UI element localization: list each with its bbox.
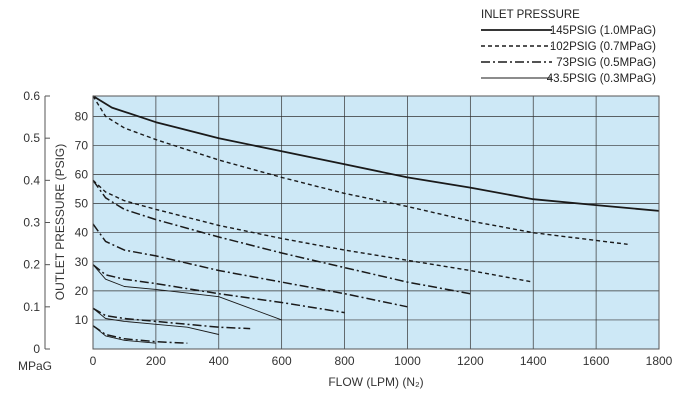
plot-frame [92, 95, 660, 350]
x-tick-label: 600 [272, 354, 292, 368]
mpag-axis: 0 0.1 0.2 0.3 0.4 0.5 0.6 [23, 89, 50, 356]
series-line [92, 264, 282, 321]
series-line [92, 264, 345, 314]
x-tick-label: 800 [335, 354, 355, 368]
y-axis-label: OUTLET PRESSURE (PSIG) [53, 144, 67, 300]
x-tick-label: 1800 [646, 354, 673, 368]
legend-entry: 43.5PSIG (0.3MPaG) [547, 73, 656, 85]
series-line [92, 325, 188, 344]
y-tick-label: 50 [75, 197, 89, 211]
legend-entry: 73PSIG (0.5MPaG) [556, 57, 656, 69]
mpag-tick-label: 0.4 [23, 173, 40, 187]
series-line [92, 325, 156, 344]
series-line [92, 307, 219, 335]
plot-area [93, 96, 659, 349]
series-line [92, 95, 660, 212]
series-line [92, 179, 534, 283]
x-tick-label: 1400 [520, 354, 547, 368]
series-line [92, 95, 628, 245]
legend: INLET PRESSURE 145PSIG (1.0MPaG) 102PSIG … [481, 9, 656, 85]
legend-title: INLET PRESSURE [481, 9, 580, 21]
y-tick-label: 80 [75, 109, 89, 123]
y-tick-label: 70 [75, 138, 89, 152]
y-tick-label: 30 [75, 255, 89, 269]
x-tick-label: 400 [209, 354, 229, 368]
y-tick-label: 20 [75, 284, 89, 298]
mpag-tick-label: 0.3 [23, 216, 40, 230]
x-tick-labels: 0 200 400 600 800 1000 1200 1400 1600 1800 [90, 354, 673, 368]
mpag-tick-label: 0.2 [23, 258, 40, 272]
curves [92, 95, 660, 344]
legend-entry: 102PSIG (0.7MPaG) [550, 41, 656, 53]
psig-tick-labels: 10 20 30 40 50 60 70 80 [75, 109, 89, 327]
x-tick-label: 1600 [583, 354, 610, 368]
x-tick-label: 200 [146, 354, 166, 368]
x-tick-label: 1000 [394, 354, 421, 368]
mpag-tick-label: 0.6 [23, 89, 40, 103]
x-axis-label: FLOW (LPM) (N₂) [328, 375, 423, 389]
mpag-tick-label: 0 [33, 342, 40, 356]
x-tick-label: 0 [90, 354, 97, 368]
y-tick-label: 40 [75, 226, 89, 240]
mpag-tick-label: 0.5 [23, 131, 40, 145]
legend-entry: 145PSIG (1.0MPaG) [550, 25, 656, 37]
series-line [92, 223, 408, 308]
y-tick-label: 10 [75, 313, 89, 327]
x-tick-label: 1200 [457, 354, 484, 368]
grid [93, 96, 659, 349]
series-line [92, 179, 471, 295]
mpag-axis-label: MPaG [18, 359, 52, 373]
y-tick-label: 60 [75, 168, 89, 182]
mpag-tick-label: 0.1 [23, 300, 40, 314]
